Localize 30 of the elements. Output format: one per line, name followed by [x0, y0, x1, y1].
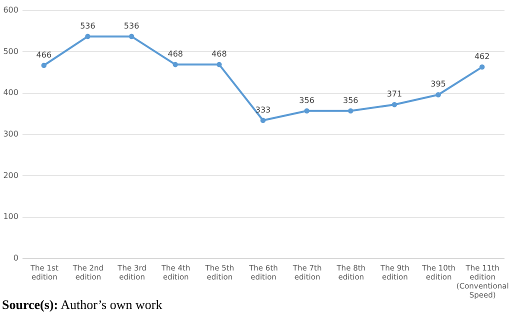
point [348, 108, 354, 114]
point [304, 108, 310, 114]
source-note: Source(s): Author’s own work [2, 297, 162, 312]
data-label: 333 [255, 105, 271, 114]
data-label: 536 [124, 21, 140, 30]
y-tick-label: 100 [3, 212, 18, 222]
data-label: 356 [342, 96, 358, 105]
point [128, 34, 134, 40]
point [260, 118, 266, 123]
y-tick-label: 400 [3, 88, 18, 98]
point [436, 92, 441, 98]
point [392, 102, 398, 108]
y-tick-label: 200 [3, 170, 18, 180]
point [41, 62, 47, 68]
data-label: 395 [430, 80, 446, 89]
data-label: 462 [474, 52, 490, 62]
data-label: 356 [299, 96, 314, 105]
data-label: 371 [386, 90, 402, 99]
data-label: 468 [212, 50, 227, 59]
y-tick-label: 0 [13, 254, 18, 262]
point [85, 34, 90, 40]
y-tick-label: 500 [3, 46, 18, 56]
point [479, 64, 485, 70]
y-tick-label: 300 [3, 130, 18, 138]
data-label: 468 [168, 50, 184, 59]
point [172, 62, 178, 68]
data-label: 536 [80, 21, 96, 30]
data-label: 466 [36, 50, 52, 60]
point [216, 62, 222, 68]
y-tick-label: 600 [3, 6, 18, 14]
